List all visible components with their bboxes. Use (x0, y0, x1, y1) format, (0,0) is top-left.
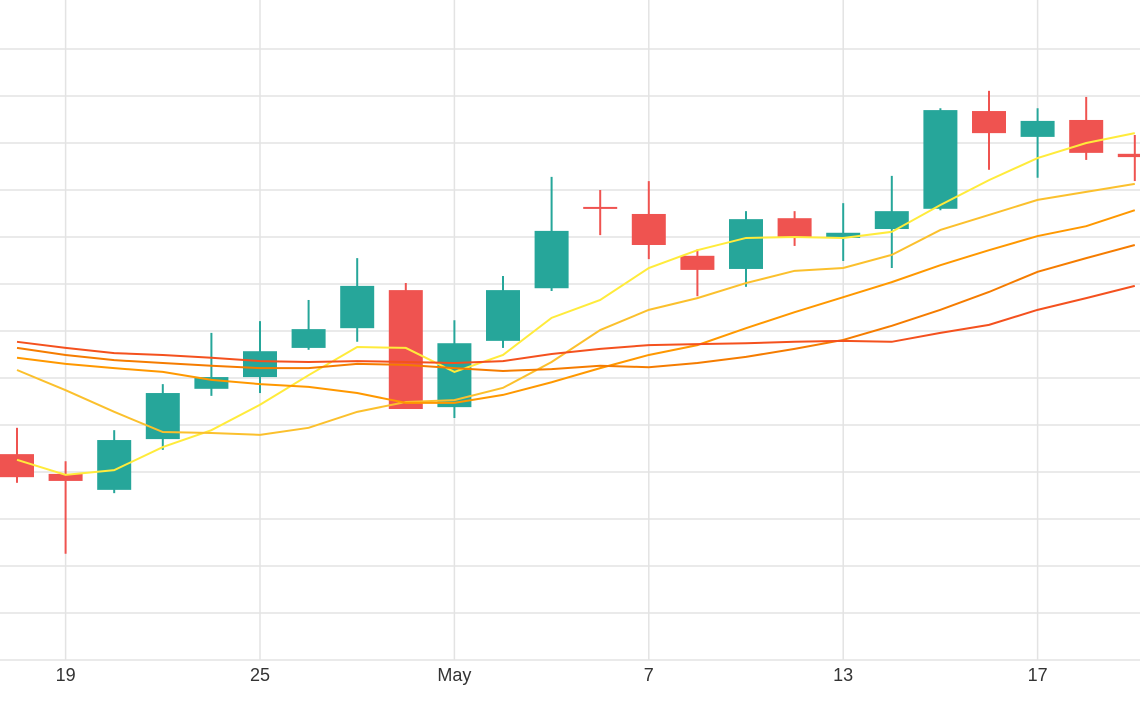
candle-body (874, 211, 909, 230)
candle-body (826, 232, 861, 238)
candle-body (972, 111, 1006, 134)
moving-average-line (16, 284, 1136, 364)
candle-body (243, 351, 277, 378)
candle-body (1020, 120, 1055, 137)
candle-body (0, 454, 34, 478)
candle-body (923, 110, 958, 209)
moving-average-line (16, 244, 1136, 372)
moving-average-line (16, 209, 1136, 404)
moving-average-line (16, 182, 1135, 436)
candle-body (194, 377, 229, 389)
candle-body (631, 213, 666, 245)
x-tick-label: 25 (250, 665, 270, 685)
candle-body (340, 285, 375, 329)
candle-body (777, 218, 812, 237)
candle-body (388, 290, 423, 410)
x-tick-label: 19 (56, 665, 76, 685)
x-tick-label: 7 (644, 665, 654, 685)
candle-body (1117, 153, 1140, 158)
candle-body (729, 219, 763, 269)
moving-average-line (16, 132, 1135, 476)
candle-body (291, 329, 326, 348)
x-tick-label: 13 (833, 665, 853, 685)
x-tick-label: 17 (1028, 665, 1048, 685)
candle-body (534, 230, 569, 289)
x-tick-label: May (437, 665, 471, 685)
candle-body (680, 255, 715, 270)
candle-body (48, 473, 83, 481)
candle-body (583, 206, 618, 209)
candle-body (486, 290, 520, 341)
candle-body (1069, 119, 1104, 153)
